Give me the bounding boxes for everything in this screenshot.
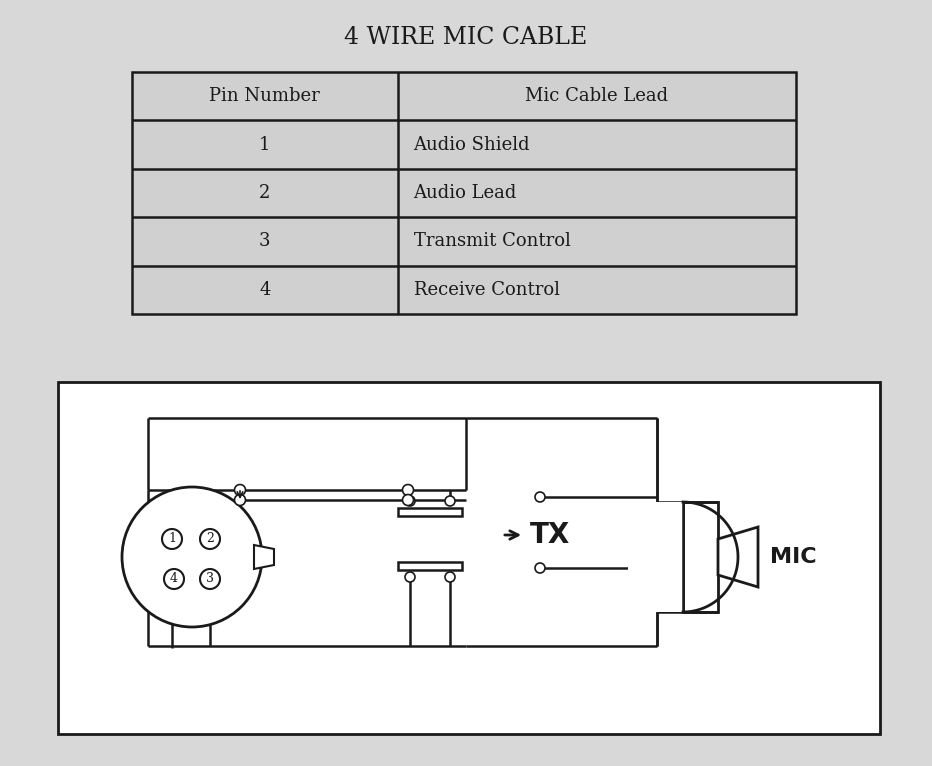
Circle shape bbox=[403, 485, 414, 496]
Circle shape bbox=[445, 572, 455, 582]
Text: 1: 1 bbox=[259, 136, 270, 154]
Bar bbox=[132, 72, 796, 314]
Circle shape bbox=[200, 569, 220, 589]
Circle shape bbox=[235, 485, 245, 496]
Bar bbox=[132, 72, 796, 314]
Text: 2: 2 bbox=[206, 532, 214, 545]
Text: Audio Shield: Audio Shield bbox=[414, 136, 530, 154]
Polygon shape bbox=[683, 502, 718, 612]
Circle shape bbox=[122, 487, 262, 627]
Text: 3: 3 bbox=[206, 572, 214, 585]
Text: Receive Control: Receive Control bbox=[414, 281, 559, 299]
Circle shape bbox=[164, 569, 184, 589]
Polygon shape bbox=[254, 545, 274, 569]
Text: 1: 1 bbox=[168, 532, 176, 545]
Circle shape bbox=[403, 495, 414, 506]
Circle shape bbox=[405, 496, 415, 506]
Text: Mic Cable Lead: Mic Cable Lead bbox=[526, 87, 668, 105]
Text: Audio Lead: Audio Lead bbox=[414, 184, 517, 202]
Bar bbox=[398, 508, 462, 516]
Circle shape bbox=[535, 563, 545, 573]
Polygon shape bbox=[718, 527, 758, 587]
Circle shape bbox=[162, 529, 182, 549]
Text: 3: 3 bbox=[259, 232, 270, 250]
Circle shape bbox=[535, 492, 545, 502]
Text: 2: 2 bbox=[259, 184, 270, 202]
Bar bbox=[58, 382, 880, 734]
Text: 4 WIRE MIC CABLE: 4 WIRE MIC CABLE bbox=[345, 27, 587, 50]
Text: TX: TX bbox=[530, 521, 570, 549]
Text: MIC: MIC bbox=[770, 547, 816, 567]
Circle shape bbox=[200, 529, 220, 549]
Text: Transmit Control: Transmit Control bbox=[414, 232, 570, 250]
Text: Pin Number: Pin Number bbox=[210, 87, 321, 105]
Bar bbox=[628, 502, 683, 612]
Circle shape bbox=[235, 495, 245, 506]
Text: 4: 4 bbox=[170, 572, 178, 585]
Text: 4: 4 bbox=[259, 281, 270, 299]
Bar bbox=[398, 562, 462, 570]
Circle shape bbox=[445, 496, 455, 506]
Circle shape bbox=[405, 572, 415, 582]
